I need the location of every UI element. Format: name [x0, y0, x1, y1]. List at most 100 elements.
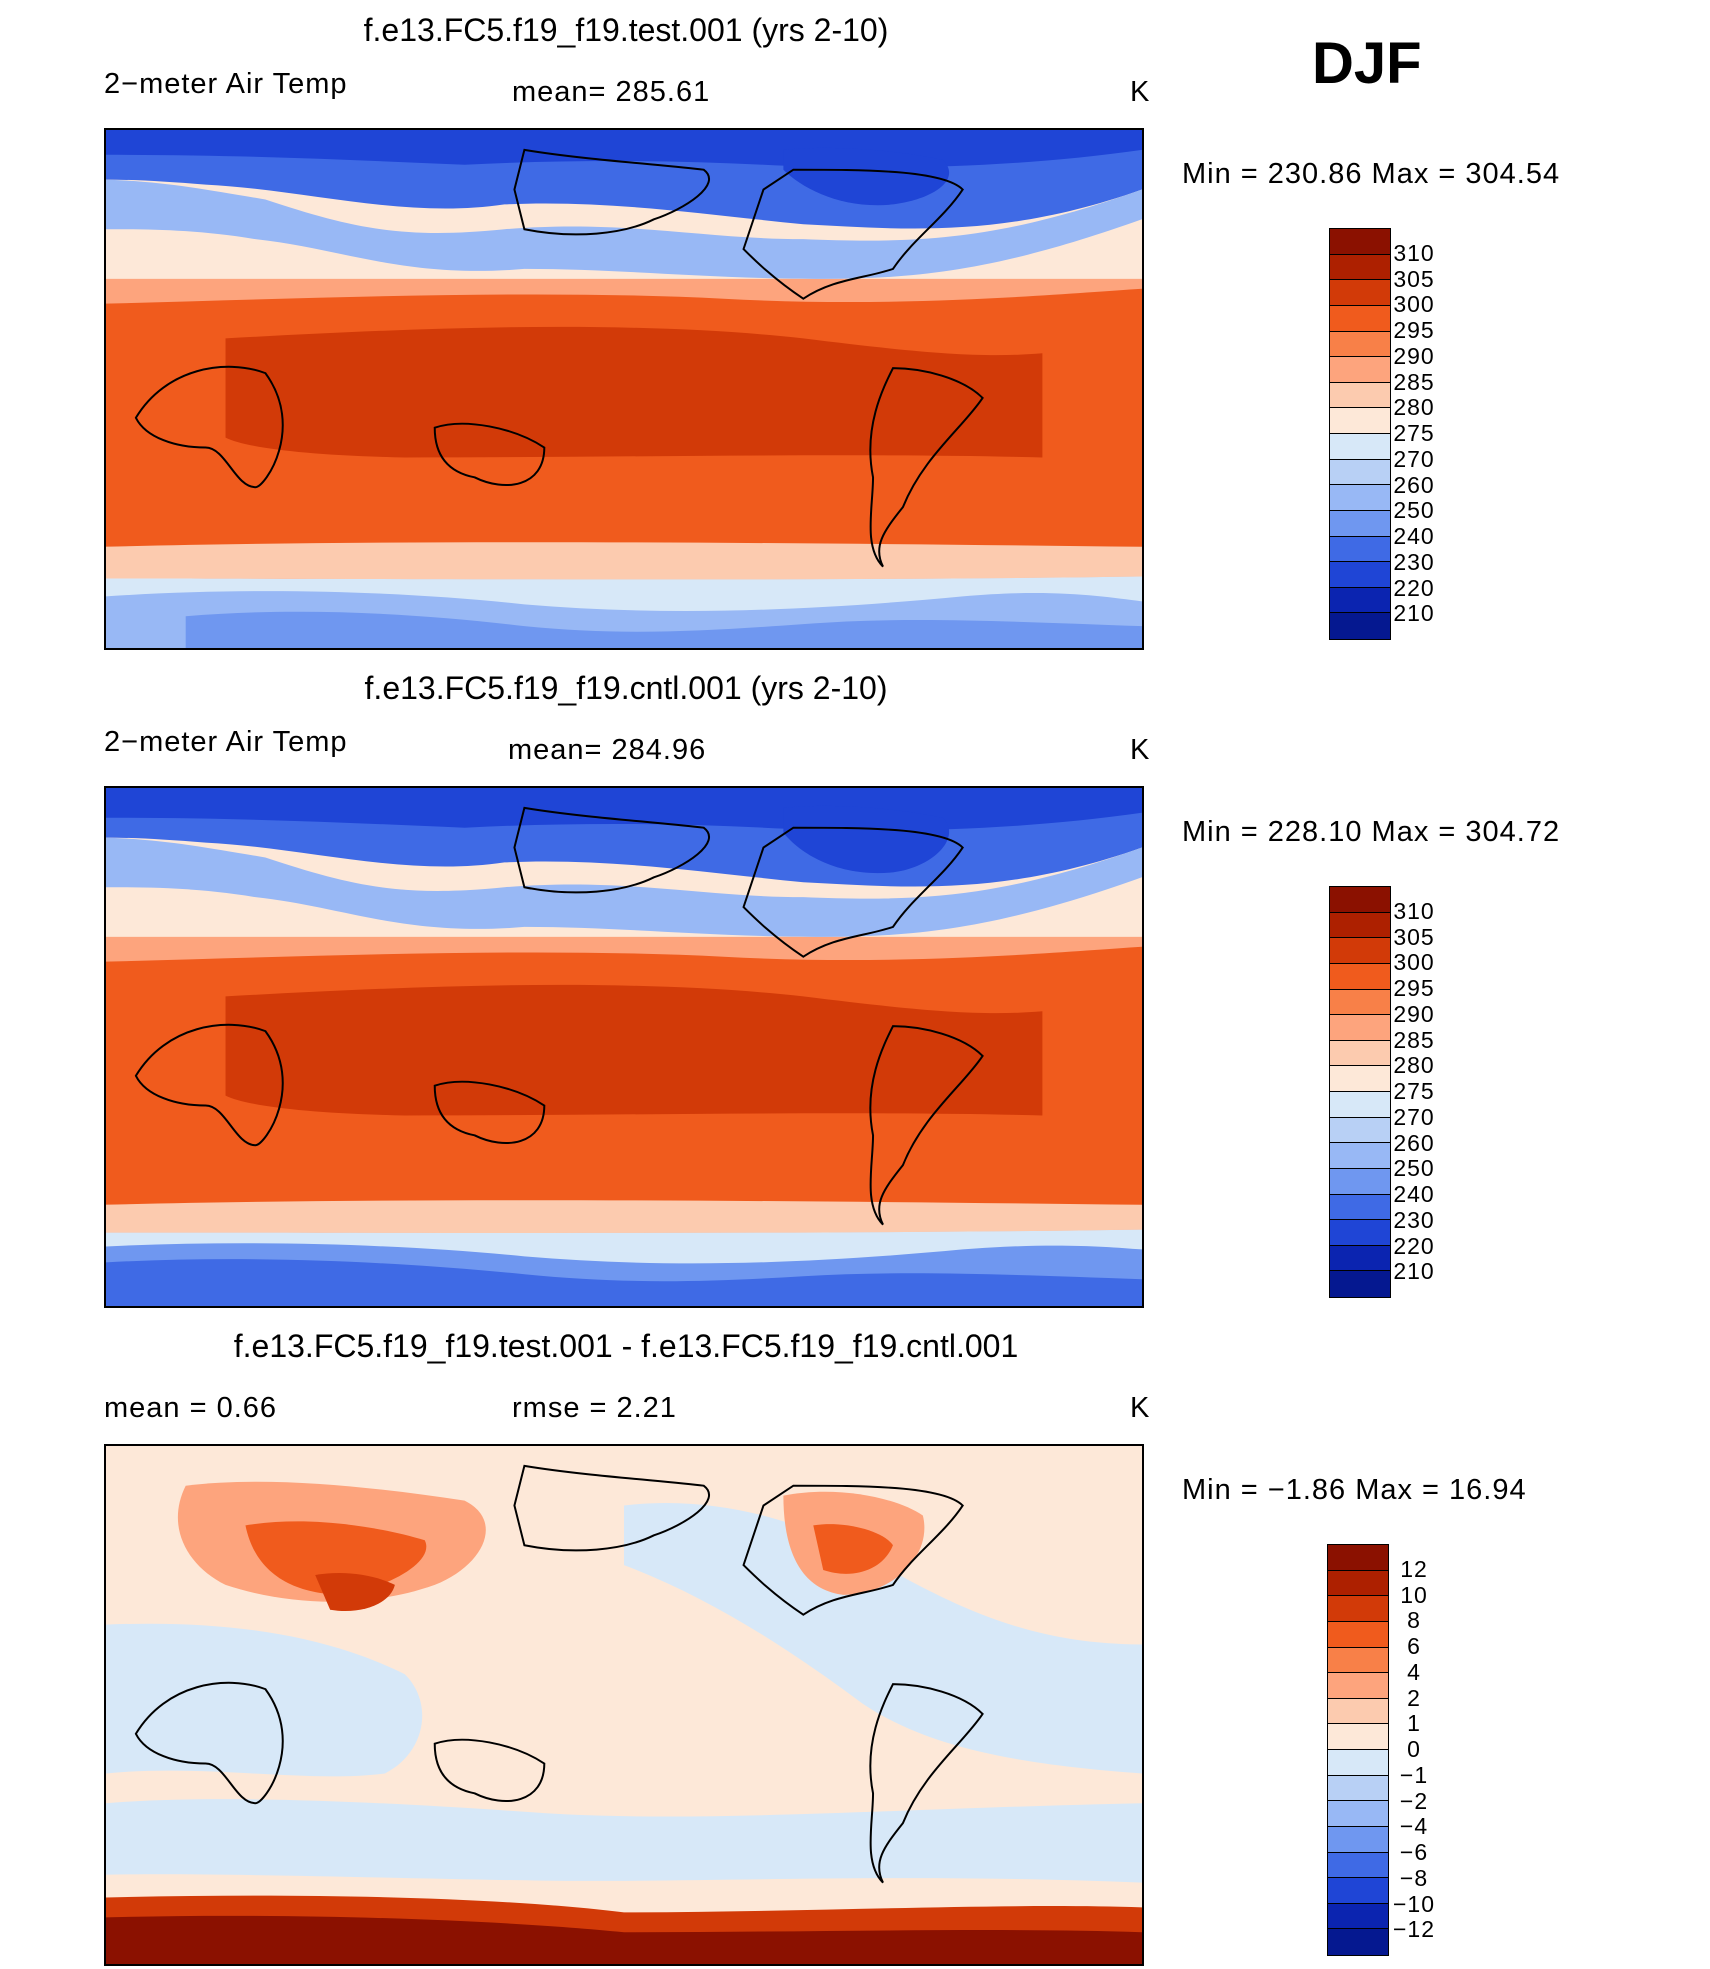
panel3-map	[104, 1444, 1144, 1966]
panel3-rmse-label: rmse = 2.21	[512, 1392, 677, 1424]
legend-tick-label: 260	[1393, 471, 1435, 498]
legend-tick-label: 305	[1393, 923, 1435, 950]
panel3-difference-field	[106, 1446, 1142, 1964]
legend-swatch	[1328, 1545, 1388, 1571]
legend-swatch	[1330, 1117, 1390, 1144]
legend-tick-label: 295	[1393, 317, 1435, 343]
legend-tick-label: −10	[1392, 1890, 1436, 1917]
legend-tick-label: 275	[1393, 420, 1435, 446]
legend-tick-label: 270	[1393, 1103, 1435, 1130]
legend-tick-label: 260	[1393, 1129, 1435, 1156]
legend-swatch	[1330, 434, 1390, 460]
legend-tick-label: 240	[1393, 523, 1435, 549]
legend-tick-label: 250	[1393, 497, 1435, 524]
panel2-legend-bar	[1329, 886, 1391, 1298]
legend-tick-label: 280	[1393, 1052, 1435, 1079]
legend-swatch	[1330, 1015, 1390, 1041]
legend-swatch	[1328, 1647, 1388, 1674]
panel2-temperature-field	[106, 788, 1142, 1306]
panel1-temperature-field	[106, 130, 1142, 648]
legend-tick-label: −12	[1392, 1916, 1436, 1943]
panel3-units-label: K	[1130, 1392, 1151, 1424]
panel3-map-svg	[106, 1446, 1142, 1964]
panel1-map	[104, 128, 1144, 650]
legend-swatch	[1330, 459, 1390, 486]
legend-swatch	[1328, 1801, 1388, 1827]
legend-tick-label: 310	[1393, 897, 1435, 924]
legend-tick-label: 300	[1393, 949, 1435, 976]
legend-tick-label: 285	[1393, 1026, 1435, 1053]
legend-swatch	[1330, 382, 1390, 409]
legend-swatch	[1330, 305, 1390, 332]
legend-swatch	[1328, 1826, 1388, 1853]
legend-tick-label: 4	[1407, 1658, 1421, 1685]
legend-swatch	[1330, 1271, 1390, 1297]
panel2-coastlines	[134, 806, 984, 1226]
legend-swatch	[1328, 1596, 1388, 1622]
panel1-units-label: K	[1130, 76, 1151, 108]
legend-swatch	[1330, 357, 1390, 383]
panel1-coastlines	[134, 148, 984, 568]
legend-swatch	[1330, 1245, 1390, 1272]
legend-tick-label: 300	[1393, 291, 1435, 318]
panel2-units-label: K	[1130, 734, 1151, 766]
legend-swatch	[1330, 280, 1390, 306]
legend-swatch	[1330, 963, 1390, 990]
panel2-map-svg	[106, 788, 1142, 1306]
panel3-coastlines	[134, 1464, 984, 1884]
panel3-title: f.e13.FC5.f19_f19.test.001 - f.e13.FC5.f…	[233, 1328, 1019, 1364]
legend-tick-label: 280	[1393, 394, 1435, 421]
legend-swatch	[1330, 912, 1390, 939]
legend-swatch	[1328, 1750, 1388, 1776]
panel2-map	[104, 786, 1144, 1308]
legend-tick-label: −8	[1399, 1864, 1429, 1891]
legend-tick-label: 210	[1393, 600, 1435, 627]
legend-tick-label: 270	[1393, 445, 1435, 472]
legend-swatch	[1330, 887, 1390, 913]
legend-tick-label: −4	[1399, 1813, 1429, 1840]
season-label: DJF	[1312, 31, 1422, 96]
legend-tick-label: 230	[1393, 1206, 1435, 1233]
legend-swatch	[1330, 254, 1390, 281]
legend-tick-label: 310	[1393, 239, 1435, 266]
legend-swatch	[1330, 1143, 1390, 1169]
legend-swatch	[1330, 536, 1390, 563]
legend-tick-label: 305	[1393, 265, 1435, 292]
legend-tick-label: −1	[1399, 1761, 1429, 1788]
legend-swatch	[1328, 1673, 1388, 1699]
legend-tick-label: 10	[1400, 1581, 1428, 1608]
legend-swatch	[1330, 938, 1390, 964]
legend-tick-label: 8	[1407, 1607, 1421, 1634]
panel2-mean-label: mean= 284.96	[508, 734, 707, 766]
legend-tick-label: 6	[1407, 1633, 1421, 1659]
panel3-mean-label: mean = 0.66	[104, 1392, 278, 1424]
panel1-legend-bar	[1329, 228, 1391, 640]
legend-swatch	[1328, 1698, 1388, 1725]
legend-tick-label: 295	[1393, 975, 1435, 1001]
legend-tick-label: 250	[1393, 1155, 1435, 1182]
panel3-legend-bar	[1327, 1544, 1389, 1956]
legend-swatch	[1330, 229, 1390, 255]
legend-swatch	[1328, 1929, 1388, 1955]
legend-tick-label: 0	[1407, 1736, 1421, 1762]
legend-swatch	[1330, 562, 1390, 588]
legend-swatch	[1330, 1092, 1390, 1118]
legend-tick-label: 290	[1393, 1000, 1435, 1027]
legend-tick-label: 1	[1407, 1710, 1421, 1737]
legend-tick-label: 12	[1400, 1555, 1428, 1582]
legend-swatch	[1328, 1775, 1388, 1802]
legend-swatch	[1330, 485, 1390, 511]
legend-tick-label: 285	[1393, 368, 1435, 395]
legend-swatch	[1328, 1570, 1388, 1597]
legend-tick-label: 220	[1393, 574, 1435, 601]
panel2-variable-label: 2−meter Air Temp	[104, 726, 348, 758]
legend-swatch	[1330, 510, 1390, 537]
legend-swatch	[1330, 408, 1390, 434]
legend-swatch	[1330, 1220, 1390, 1246]
panel2-title: f.e13.FC5.f19_f19.cntl.001 (yrs 2-10)	[364, 670, 888, 706]
legend-tick-label: 275	[1393, 1078, 1435, 1104]
legend-swatch	[1328, 1878, 1388, 1904]
legend-tick-label: −2	[1399, 1787, 1429, 1814]
legend-swatch	[1328, 1621, 1388, 1648]
legend-tick-label: 220	[1393, 1232, 1435, 1259]
